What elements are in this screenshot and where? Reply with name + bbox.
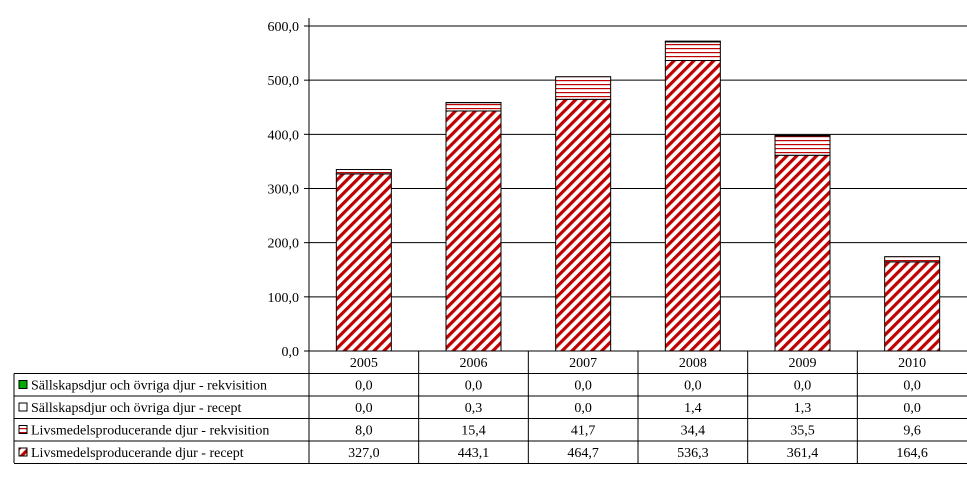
data-label: 41,7 (571, 424, 596, 439)
data-label: 9,6 (903, 424, 921, 439)
y-tick-label: 600,0 (268, 20, 300, 35)
y-tick-label: 100,0 (268, 291, 300, 306)
y-tick-label: 300,0 (268, 183, 300, 198)
bar-segment (664, 60, 721, 352)
x-tick-label: 2007 (569, 356, 597, 371)
data-label: 34,4 (681, 424, 706, 439)
data-label: 15,4 (461, 424, 486, 439)
y-tick-label: 400,0 (268, 128, 300, 143)
bar-segment (884, 256, 941, 263)
legend-key (18, 380, 28, 389)
data-label: 0,0 (355, 401, 373, 416)
x-tick-label: 2005 (350, 356, 378, 371)
data-label: 164,6 (896, 446, 928, 461)
y-tick-label: 200,0 (268, 237, 300, 252)
data-label: 327,0 (348, 446, 380, 461)
legend-key (18, 402, 28, 412)
data-label: 1,4 (684, 401, 702, 416)
bar-segment (445, 102, 502, 112)
bar-segment (884, 261, 941, 352)
x-tick-label: 2010 (898, 356, 926, 371)
x-tick-label: 2006 (460, 356, 488, 371)
data-label: 0,0 (574, 379, 592, 394)
data-label: 0,0 (684, 379, 702, 394)
legend-key (18, 425, 28, 434)
data-label: 536,3 (677, 446, 709, 461)
bar-segment (774, 134, 831, 137)
bar-segment (335, 173, 392, 352)
x-tick-label: 2009 (789, 356, 817, 371)
legend-key (18, 447, 28, 457)
data-label: 8,0 (355, 424, 373, 439)
x-tick-label: 2008 (679, 356, 707, 371)
data-label: 0,0 (794, 379, 812, 394)
data-label: 443,1 (458, 446, 490, 461)
bar-segment (774, 154, 831, 352)
data-label: 361,4 (787, 446, 819, 461)
bar-segment (555, 98, 612, 352)
legend-label: Livsmedelsproducerande djur - rekvisitio… (31, 424, 269, 439)
data-label: 0,3 (465, 401, 483, 416)
data-label: 0,0 (355, 379, 373, 394)
bar-segment (664, 40, 721, 43)
legend-label: Livsmedelsproducerande djur - recept (31, 446, 244, 461)
bar-segment (445, 110, 502, 352)
legend-label: Sällskapsdjur och övriga djur - rekvisit… (31, 379, 267, 394)
y-tick-label: 500,0 (268, 74, 300, 89)
gridlines (309, 25, 967, 298)
data-label: 0,0 (574, 401, 592, 416)
data-label: 1,3 (794, 401, 812, 416)
data-label: 0,0 (903, 379, 921, 394)
axes: 0,0 100,0 200,0 300,0 400,0 500,0 600,0 (268, 18, 310, 463)
bar-segment (774, 135, 831, 156)
legend-label: Sällskapsdjur och övriga djur - recept (31, 401, 241, 416)
data-table: 2005 2006 2007 2008 2009 2010 Sällskapsdjur oc… (13, 350, 967, 464)
data-label: 464,7 (567, 446, 599, 461)
data-label: 35,5 (790, 424, 815, 439)
data-label: 0,0 (465, 379, 483, 394)
data-label: 0,0 (903, 401, 921, 416)
bar-segment (555, 76, 612, 100)
bar-segment (664, 41, 721, 62)
y-tick-label: 0,0 (282, 345, 300, 360)
bar-segment (335, 169, 392, 175)
bars (335, 40, 941, 352)
